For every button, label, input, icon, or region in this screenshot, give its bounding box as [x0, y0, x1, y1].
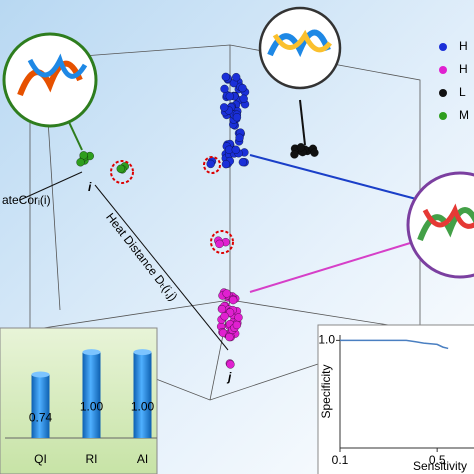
point	[215, 239, 224, 249]
point-clusters	[76, 72, 319, 369]
point	[222, 289, 231, 298]
point	[116, 164, 125, 173]
annotation: ateCorᵢ(i)	[2, 193, 51, 207]
point	[232, 113, 242, 122]
point	[225, 92, 234, 101]
point	[79, 151, 88, 160]
point	[217, 304, 227, 314]
point	[229, 295, 238, 305]
x-tick-label: AI	[137, 452, 148, 466]
bar-inset	[0, 327, 158, 474]
bar	[82, 352, 101, 438]
legend-label: H	[459, 62, 468, 76]
bar-cap	[31, 371, 50, 378]
annotation: j	[226, 370, 232, 384]
point	[239, 94, 248, 103]
point	[290, 150, 299, 159]
bar-cap	[133, 349, 152, 356]
bar	[133, 352, 152, 438]
point	[220, 312, 229, 321]
bar-cap	[82, 349, 101, 356]
x-tick-label: 0.1	[332, 453, 349, 467]
protein-insets	[2, 6, 474, 279]
point	[206, 159, 215, 169]
legend-label: H	[459, 39, 468, 53]
legend-marker	[439, 89, 447, 97]
value-label: 0.74	[29, 410, 53, 424]
point	[220, 84, 229, 94]
y-tick-label: 1.0	[318, 333, 335, 347]
point	[221, 160, 231, 169]
point	[226, 360, 235, 369]
point	[238, 158, 248, 167]
arrows	[19, 99, 421, 351]
annotation: i	[88, 180, 92, 194]
bar	[31, 374, 50, 438]
point	[220, 103, 229, 112]
point	[235, 133, 244, 142]
legend-label: M	[459, 108, 469, 122]
value-label: 1.00	[80, 399, 104, 413]
point	[232, 73, 241, 82]
legend-marker	[439, 66, 447, 74]
point	[310, 148, 319, 157]
point	[76, 158, 85, 167]
value-label: 1.00	[131, 399, 155, 413]
point	[238, 83, 247, 93]
y-axis-label: Specificity	[319, 364, 333, 418]
legend-marker	[439, 43, 447, 51]
x-axis-label: Sensitivity	[413, 459, 467, 473]
legend-marker	[439, 112, 447, 120]
x-tick-label: RI	[86, 452, 98, 466]
point	[234, 313, 243, 322]
line-inset	[317, 324, 474, 474]
x-tick-label: QI	[34, 452, 47, 466]
legend-label: L	[459, 85, 466, 99]
point	[225, 332, 234, 342]
point	[296, 143, 306, 152]
line	[340, 339, 449, 350]
point	[232, 320, 242, 330]
point	[231, 145, 240, 154]
point	[221, 72, 230, 82]
x-tick-label: 0.5	[429, 453, 446, 467]
